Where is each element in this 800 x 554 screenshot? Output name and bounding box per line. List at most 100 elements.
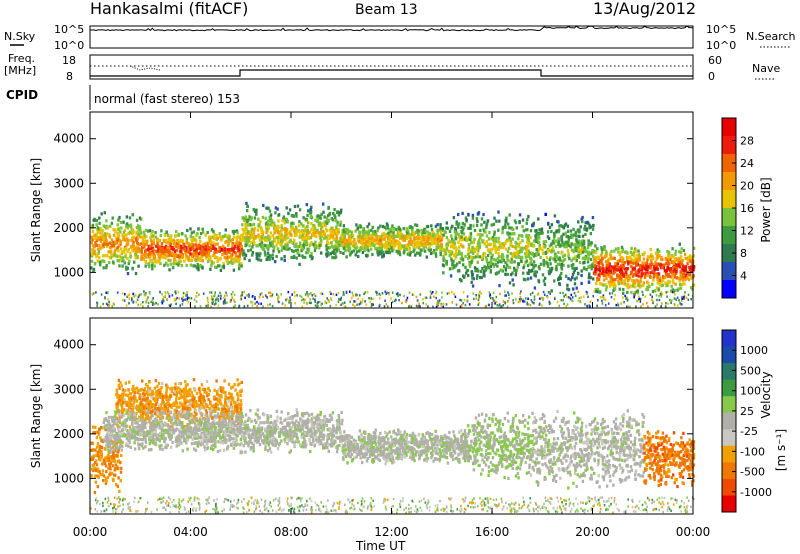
power-cell xyxy=(567,238,570,242)
power-cell xyxy=(127,231,130,235)
power-cell xyxy=(436,223,439,227)
power-cell xyxy=(527,269,531,273)
power-cell xyxy=(538,228,541,232)
power-cell xyxy=(460,254,464,258)
power-cell xyxy=(169,262,172,266)
power-cell xyxy=(195,250,198,254)
power-cell xyxy=(168,253,171,257)
power-cell xyxy=(386,236,390,240)
power-cell xyxy=(547,221,550,225)
power-cell xyxy=(251,304,254,307)
power-cell xyxy=(549,256,552,260)
power-cell xyxy=(644,295,647,298)
power-cell xyxy=(531,301,534,304)
power-cell xyxy=(561,224,564,228)
power-cell xyxy=(227,238,231,242)
power-cell xyxy=(483,274,486,278)
power-cell xyxy=(631,274,635,278)
power-cell xyxy=(581,234,585,238)
power-cell xyxy=(174,239,177,244)
power-cell xyxy=(670,301,672,304)
velocity-cell xyxy=(90,467,94,471)
power-cell xyxy=(317,301,319,304)
power-cell xyxy=(499,292,501,296)
power-cell xyxy=(302,224,305,228)
power-cell xyxy=(391,249,394,253)
colorbar-tick-label: 28 xyxy=(740,135,754,148)
power-cell xyxy=(645,261,649,265)
power-cell xyxy=(493,244,496,248)
power-cell xyxy=(318,300,321,304)
power-cell xyxy=(433,295,435,298)
power-cell xyxy=(553,296,556,299)
power-cell xyxy=(626,299,629,302)
power-cell xyxy=(464,254,467,259)
power-cell xyxy=(144,260,147,264)
power-cell xyxy=(131,297,133,300)
power-cell xyxy=(117,232,120,236)
power-cell xyxy=(246,204,249,208)
power-cell xyxy=(428,245,431,249)
power-cell xyxy=(150,300,152,304)
power-cell xyxy=(680,262,683,266)
power-cell xyxy=(368,236,371,240)
power-cell xyxy=(582,267,586,271)
power-cell xyxy=(284,220,288,224)
power-cell xyxy=(489,259,493,263)
power-cell xyxy=(150,232,153,237)
power-cell xyxy=(451,239,454,243)
power-cell xyxy=(688,273,691,277)
power-cell xyxy=(454,252,457,256)
power-cell xyxy=(575,243,578,247)
power-cell xyxy=(142,301,144,304)
power-cell xyxy=(601,299,603,302)
power-cell xyxy=(613,249,616,253)
power-cell xyxy=(244,232,247,236)
power-cell xyxy=(292,214,295,218)
power-cell xyxy=(105,291,107,294)
power-cell xyxy=(619,270,622,274)
power-cell xyxy=(622,291,625,295)
power-cell xyxy=(146,239,149,243)
power-cell xyxy=(97,249,101,254)
power-cell xyxy=(550,289,553,293)
power-cell xyxy=(139,303,142,306)
power-cell xyxy=(337,228,340,232)
power-cell xyxy=(538,267,541,271)
power-cell xyxy=(366,230,369,234)
power-cell xyxy=(137,295,140,299)
power-cell xyxy=(131,299,133,302)
velocity-cell xyxy=(142,389,146,393)
power-cell xyxy=(367,249,370,253)
power-cell xyxy=(469,232,473,236)
power-cell xyxy=(617,302,619,305)
power-cell xyxy=(391,291,394,294)
power-cell xyxy=(99,305,102,308)
power-cell xyxy=(290,233,293,237)
power-cell xyxy=(306,291,308,294)
power-cell xyxy=(166,233,170,237)
power-cell xyxy=(690,298,692,301)
power-cell xyxy=(455,262,459,266)
power-cell xyxy=(467,273,470,278)
power-cell xyxy=(185,241,188,245)
power-cell xyxy=(237,248,240,252)
power-cell xyxy=(184,234,187,238)
power-cell xyxy=(424,245,428,249)
power-cell xyxy=(313,224,316,228)
power-cell xyxy=(102,302,104,306)
velocity-cell xyxy=(91,448,94,452)
power-cell xyxy=(212,261,215,265)
power-cell xyxy=(436,233,439,237)
power-cell xyxy=(599,290,602,294)
power-cell xyxy=(397,247,400,251)
power-cell xyxy=(599,296,602,299)
power-cell xyxy=(633,281,637,285)
velocity-cell xyxy=(125,408,128,412)
power-cell xyxy=(313,231,316,235)
power-cell xyxy=(325,216,328,220)
power-cell xyxy=(327,234,330,238)
power-cell xyxy=(116,223,119,227)
power-cell xyxy=(660,295,663,298)
power-cell xyxy=(420,230,423,235)
